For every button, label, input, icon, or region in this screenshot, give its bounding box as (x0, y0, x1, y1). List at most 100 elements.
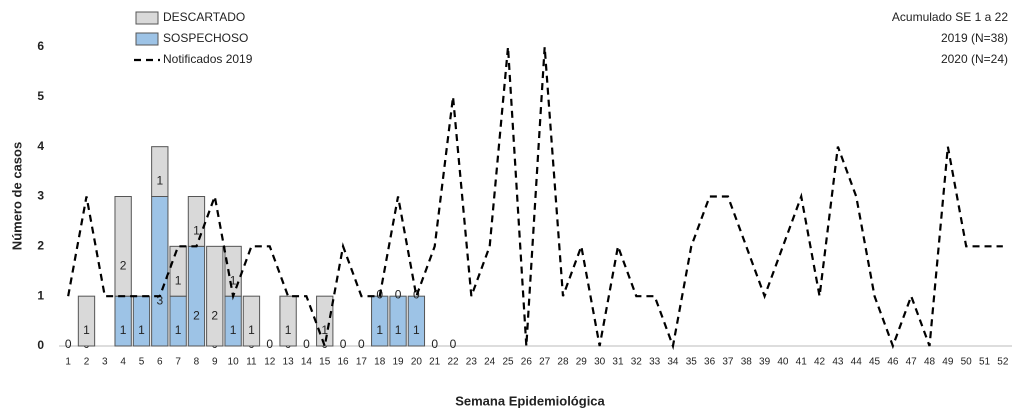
y-tick-label: 3 (37, 189, 44, 203)
x-tick-label: 51 (979, 357, 991, 368)
x-tick-label: 33 (649, 357, 661, 368)
x-tick-label: 43 (832, 357, 844, 368)
data-label: 3 (156, 293, 163, 307)
bar (169, 295, 187, 347)
x-tick-label: 32 (631, 357, 643, 368)
x-axis-title: Semana Epidemiológica (455, 393, 605, 408)
x-tick-label: 40 (777, 357, 789, 368)
data-label: 1 (230, 323, 237, 337)
data-label: 1 (285, 323, 292, 337)
data-label: 2 (193, 308, 200, 322)
x-tick-label: 18 (374, 357, 386, 368)
x-tick-label: 11 (246, 357, 257, 368)
x-tick-label: 15 (319, 357, 331, 368)
x-tick-label: 9 (212, 357, 218, 368)
y-tick-label: 1 (37, 288, 44, 302)
bar (187, 196, 206, 247)
x-tick-label: 46 (887, 357, 899, 368)
x-tick-label: 41 (796, 357, 808, 368)
y-tick-label: 5 (37, 89, 44, 103)
x-tick-label: 52 (997, 357, 1009, 368)
x-tick-label: 30 (594, 357, 606, 368)
data-label: 1 (175, 273, 182, 287)
x-tick-label: 35 (686, 357, 698, 368)
data-label: 0 (358, 337, 365, 351)
bar (206, 245, 224, 347)
x-tick-label: 1 (65, 357, 71, 368)
data-label: 1 (395, 323, 402, 337)
bar (224, 245, 242, 297)
bar (187, 245, 206, 347)
data-label: 2 (211, 308, 218, 322)
bar (279, 295, 297, 347)
annotation: Acumulado SE 1 a 22 (892, 10, 1008, 24)
data-label: 0 (266, 337, 273, 351)
x-tick-label: 6 (157, 357, 163, 368)
x-tick-label: 42 (814, 357, 826, 368)
bar (132, 295, 151, 347)
bar (371, 295, 389, 347)
x-tick-label: 5 (139, 357, 145, 368)
x-tick-label: 48 (924, 357, 936, 368)
annotation: 2020 (N=24) (941, 52, 1008, 66)
x-tick-label: 23 (466, 357, 478, 368)
y-tick-label: 2 (37, 239, 44, 253)
x-tick-label: 22 (447, 357, 459, 368)
x-tick-label: 14 (301, 357, 313, 368)
bar (151, 146, 169, 198)
data-label: 1 (175, 323, 182, 337)
x-tick-label: 4 (120, 357, 126, 368)
y-tick-label: 4 (37, 139, 44, 153)
x-tick-label: 34 (667, 357, 679, 368)
x-tick-label: 37 (722, 357, 734, 368)
x-tick-label: 24 (484, 357, 496, 368)
data-label: 1 (413, 323, 420, 337)
x-tick-label: 44 (851, 357, 863, 368)
data-label: 0 (340, 337, 347, 351)
x-tick-label: 12 (264, 357, 276, 368)
x-tick-label: 49 (942, 357, 954, 368)
x-tick-label: 2 (84, 357, 90, 368)
x-tick-label: 50 (961, 357, 973, 368)
x-tick-label: 45 (869, 357, 881, 368)
x-tick-label: 20 (411, 357, 423, 368)
legend-label: Notificados 2019 (163, 52, 253, 66)
legend-label: DESCARTADO (163, 10, 245, 24)
x-tick-label: 16 (338, 357, 350, 368)
data-label: 1 (138, 323, 145, 337)
x-tick-label: 3 (102, 357, 108, 368)
data-label: 1 (321, 323, 328, 337)
x-tick-label: 36 (704, 357, 716, 368)
x-tick-label: 19 (392, 357, 404, 368)
bar (389, 295, 407, 347)
x-tick-label: 47 (906, 357, 918, 368)
data-label: 1 (248, 323, 255, 337)
data-label: 0 (431, 337, 438, 351)
x-tick-label: 25 (502, 357, 514, 368)
bar (169, 245, 187, 297)
data-label: 1 (193, 224, 200, 238)
legend-swatch (135, 32, 159, 46)
bar (77, 295, 96, 347)
x-tick-label: 13 (283, 357, 295, 368)
x-tick-label: 31 (612, 357, 624, 368)
data-label: 1 (376, 323, 383, 337)
x-tick-label: 26 (521, 357, 533, 368)
x-tick-label: 38 (741, 357, 753, 368)
data-label: 1 (230, 273, 237, 287)
x-tick-label: 17 (356, 357, 368, 368)
bar (242, 295, 261, 347)
data-label: 0 (395, 287, 402, 301)
annotation: 2019 (N=38) (941, 31, 1008, 45)
data-label: 1 (156, 174, 163, 188)
y-tick-label: 6 (37, 39, 44, 53)
x-tick-label: 39 (759, 357, 771, 368)
data-label: 0 (303, 337, 310, 351)
y-tick-label: 0 (37, 338, 44, 352)
x-tick-label: 21 (429, 357, 441, 368)
data-label: 0 (65, 337, 72, 351)
bar (114, 295, 132, 347)
line (67, 46, 1003, 351)
data-label: 1 (120, 323, 127, 337)
